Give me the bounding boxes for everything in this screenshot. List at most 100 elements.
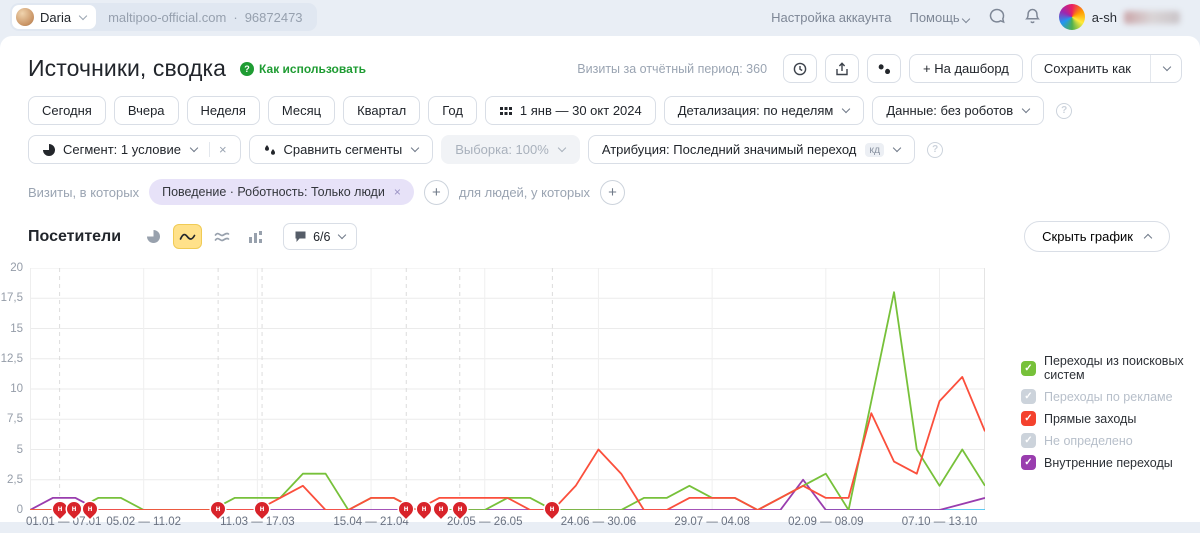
y-axis-label: 2,5 (7, 473, 23, 486)
data-filter-dropdown[interactable]: Данные: без роботов (872, 96, 1045, 125)
history-button[interactable] (783, 54, 818, 83)
preset-year-button[interactable]: Год (428, 96, 477, 125)
notifications-bell-icon[interactable] (1024, 7, 1041, 28)
attribution-dropdown[interactable]: Атрибуция: Последний значимый переход кд (587, 135, 916, 164)
user-avatar (16, 8, 34, 26)
add-people-condition-button[interactable]: + (600, 179, 626, 205)
x-axis-label: 05.02 — 11.02 (106, 516, 181, 528)
legend-item-3[interactable]: ✓ Не определено (1021, 433, 1200, 448)
segment-dropdown[interactable]: Сегмент: 1 условие × (28, 135, 241, 164)
segment-toolbar: Сегмент: 1 условие × Сравнить сегменты В… (0, 130, 1200, 169)
counter-switcher-group: Daria maltipoo-official.com · 96872473 (10, 3, 317, 31)
profile-menu[interactable]: a-sh (1058, 4, 1180, 30)
stacked-area-icon[interactable] (207, 224, 236, 249)
profile-avatar (1058, 4, 1085, 30)
annotation-marker[interactable]: н (430, 499, 451, 519)
preset-week-button[interactable]: Неделя (186, 96, 260, 125)
annotation-marker[interactable]: н (252, 499, 272, 519)
legend-item-0[interactable]: ✓ Переходы из поисковых систем (1021, 354, 1200, 382)
legend-item-1[interactable]: ✓ Переходы по рекламе (1021, 389, 1200, 404)
legend-label: Не определено (1044, 433, 1133, 448)
chevron-down-icon (892, 143, 902, 153)
chart-legend: ✓ Переходы из поисковых систем ✓ Переходы п… (1021, 268, 1200, 533)
x-axis: 01.01 — 07.01 05.02 — 11.02 11.03 — 17.03 1… (26, 515, 985, 533)
chart-header: Посетители (0, 207, 1200, 260)
counter-info[interactable]: maltipoo-official.com · 96872473 (96, 10, 314, 25)
chevron-down-icon (1021, 104, 1031, 114)
preset-yesterday-button[interactable]: Вчера (113, 96, 179, 125)
help-menu[interactable]: Помощь (909, 10, 970, 25)
bar-chart-icon[interactable] (241, 224, 270, 249)
chat-icon[interactable] (988, 7, 1006, 28)
legend-item-2[interactable]: ✓ Прямые заходы (1021, 411, 1200, 426)
calendar-grid-icon (499, 106, 512, 115)
y-axis-label: 15 (10, 322, 23, 335)
legend-checkbox[interactable]: ✓ (1021, 360, 1036, 376)
comment-bubble-icon (295, 231, 306, 242)
add-visit-condition-button[interactable]: + (423, 179, 449, 205)
chevron-down-icon (338, 230, 347, 240)
info-icon[interactable]: ? (927, 141, 944, 158)
legend-checkbox[interactable]: ✓ (1021, 433, 1036, 448)
legend-checkbox[interactable]: ✓ (1021, 411, 1036, 426)
legend-label: Внутренние переходы (1044, 455, 1173, 470)
compare-drops-icon (264, 144, 275, 155)
filter-bar: Визиты, в которых Поведение · Роботность… (0, 169, 1200, 207)
user-switcher[interactable]: Daria (12, 5, 97, 29)
chevron-down-icon (961, 14, 970, 23)
legend-label: Прямые заходы (1044, 411, 1137, 426)
preset-quarter-button[interactable]: Квартал (343, 96, 421, 125)
visits-period-note: Визиты за отчётный период: 360 (577, 61, 768, 76)
counter-id: 96872473 (244, 9, 303, 25)
pie-chart-icon[interactable] (139, 224, 168, 249)
x-axis-label: 07.10 — 13.10 (901, 516, 978, 528)
y-axis-label: 12,5 (0, 352, 23, 365)
y-axis-label: 5 (16, 443, 23, 456)
chevron-down-icon (410, 143, 420, 153)
segment-clear-button[interactable]: × (208, 142, 227, 157)
info-icon[interactable]: ? (1056, 102, 1073, 119)
chevron-down-icon (78, 11, 88, 20)
annotations-count: 6/6 (313, 229, 331, 244)
line-chart-icon[interactable] (173, 224, 203, 249)
x-axis-label: 15.04 — 21.04 (333, 516, 409, 528)
site-domain: maltipoo-official.com (108, 9, 227, 25)
series-line (30, 377, 985, 510)
export-button[interactable] (825, 54, 860, 83)
sampling-dropdown[interactable]: Выборка: 100% (441, 135, 580, 164)
annotation-marker[interactable]: н (64, 499, 84, 519)
account-settings-link[interactable]: Настройка аккаунта (771, 9, 892, 25)
preset-today-button[interactable]: Сегодня (28, 96, 106, 125)
x-axis-label: 29.07 — 04.08 (674, 516, 750, 528)
preset-month-button[interactable]: Месяц (267, 96, 336, 125)
annotation-marker[interactable]: н (449, 499, 470, 519)
visits-in-which-label: Визиты, в которых (28, 184, 140, 200)
user-name: Daria (40, 9, 72, 25)
report-page: Источники, сводка ? Как использовать Виз… (0, 36, 1200, 528)
date-range-button[interactable]: 1 янв — 30 окт 2024 (484, 96, 656, 125)
legend-checkbox[interactable]: ✓ (1021, 455, 1036, 470)
period-toolbar: Сегодня Вчера Неделя Месяц Квартал Год 1… (0, 91, 1200, 130)
chevron-down-icon (842, 104, 851, 114)
legend-checkbox[interactable]: ✓ (1021, 389, 1036, 404)
how-to-use-icon: ? (240, 61, 255, 76)
chevron-down-icon (557, 143, 567, 153)
detalization-dropdown[interactable]: Детализация: по неделям (663, 96, 865, 125)
hide-chart-button[interactable]: Скрыть график (1024, 221, 1170, 252)
annotations-dropdown[interactable]: 6/6 (283, 223, 358, 250)
y-axis-label: 17,5 (0, 292, 23, 305)
how-to-use-link[interactable]: ? Как использовать (240, 61, 366, 76)
legend-item-4[interactable]: ✓ Внутренние переходы (1021, 455, 1200, 470)
quick-actions-button[interactable] (867, 54, 902, 83)
filter-remove-icon[interactable]: × (393, 185, 401, 199)
x-axis-label: 11.03 — 17.03 (220, 516, 295, 528)
for-people-label: для людей, у которых (458, 184, 591, 200)
x-axis-label: 02.09 — 08.09 (788, 516, 864, 528)
add-to-dashboard-button[interactable]: + На дашборд (909, 54, 1023, 83)
save-as-button[interactable]: Сохранить как (1030, 54, 1182, 83)
save-as-dropdown[interactable] (1150, 55, 1181, 82)
active-filter-chip[interactable]: Поведение · Роботность: Только люди × (149, 179, 414, 205)
y-axis-label: 10 (10, 383, 23, 395)
compare-segments-dropdown[interactable]: Сравнить сегменты (248, 135, 434, 164)
